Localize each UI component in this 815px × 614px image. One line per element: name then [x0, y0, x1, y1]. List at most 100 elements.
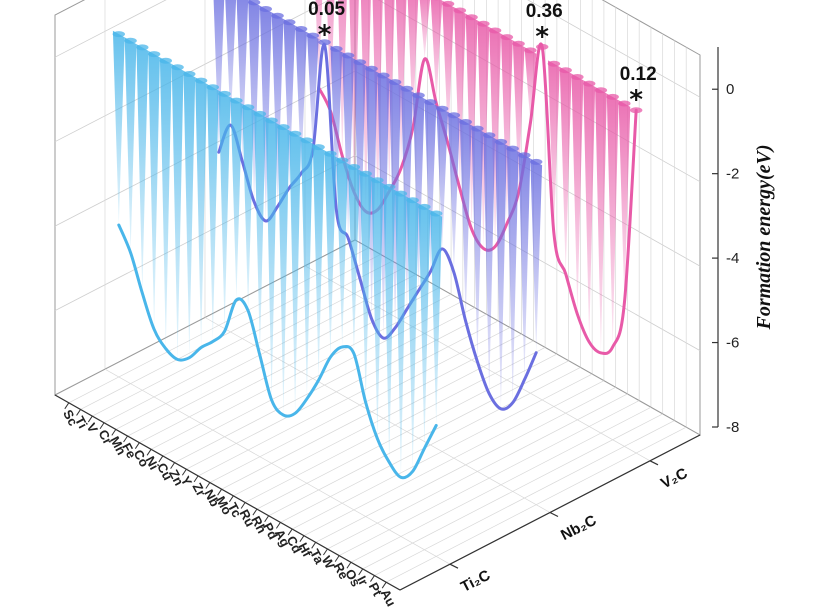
y-tick-mark: [649, 460, 659, 466]
z-tick-label: 0: [726, 81, 734, 98]
drape-spike: [283, 19, 296, 188]
drape-spike: [171, 64, 184, 360]
spike-cap: [365, 65, 378, 72]
drape-spike: [159, 57, 172, 349]
drape-spike: [548, 60, 560, 234]
x-tick-label: Cr: [95, 427, 115, 447]
spike-cap: [618, 100, 631, 107]
wall-gridline: [54, 0, 701, 98]
drape-spike: [430, 210, 443, 426]
x-tick-mark: [264, 515, 270, 523]
drape-spike: [213, 0, 225, 153]
spike-cap: [271, 12, 284, 19]
spike-cap: [471, 125, 484, 132]
spike-cap: [418, 203, 431, 210]
drape-spike: [506, 145, 519, 403]
drape-spike: [383, 183, 396, 463]
drape-spike: [330, 45, 343, 211]
x-tick-mark: [99, 422, 105, 430]
spike-cap: [530, 158, 543, 165]
x-tick-mark: [123, 435, 128, 443]
spike-cap: [247, 0, 261, 6]
spike-cap: [571, 74, 584, 80]
annotation-layer: *0.05*0.36*0.12: [308, 0, 657, 115]
drape-spike: [242, 103, 254, 311]
y-tick-label: Nb₂C: [558, 512, 599, 544]
drape-spike: [618, 100, 631, 303]
drape-spike: [530, 158, 543, 353]
drape-spike: [524, 47, 537, 123]
x-tick-label: Fe: [119, 440, 139, 460]
spike-cap: [112, 31, 126, 38]
z-tick-label: -6: [726, 335, 739, 352]
x-tick-mark: [381, 581, 387, 589]
spike-cap: [124, 37, 137, 44]
x-tick-mark: [252, 508, 258, 516]
spike-cap: [230, 97, 243, 104]
spike-cap: [294, 26, 308, 32]
drape-spike: [483, 132, 496, 394]
spike-cap: [506, 145, 519, 152]
spike-cap: [518, 152, 531, 159]
spike-cap: [524, 47, 537, 54]
drape-spike: [236, 0, 249, 162]
spike-cap: [136, 44, 149, 51]
x-tick-label: Zr: [189, 480, 208, 499]
drape-spike: [295, 25, 307, 174]
z-axis-label: Formation energy(eV): [753, 145, 775, 331]
spike-cap: [318, 39, 331, 46]
x-tick-mark: [111, 429, 117, 436]
drape-spike: [377, 72, 390, 339]
drape-spike: [207, 84, 219, 342]
drape-spike: [424, 98, 437, 272]
spike-cap: [424, 99, 437, 106]
drape-spike: [442, 0, 454, 145]
series-ti2c: [112, 30, 443, 480]
spike-cap: [483, 132, 496, 139]
drape-spike: [271, 12, 284, 207]
z-tick-label: -2: [726, 166, 739, 183]
spike-cap: [277, 124, 290, 131]
spike-cap: [159, 57, 172, 64]
spike-cap: [171, 64, 184, 71]
annotation-label: 0.36: [526, 1, 563, 22]
drape-spike: [254, 110, 266, 356]
x-tick-mark: [275, 522, 281, 529]
x-tick-mark: [287, 528, 293, 536]
spike-cap: [441, 0, 455, 7]
spike-cap: [606, 93, 619, 100]
spike-cap: [265, 117, 278, 124]
spike-cap: [400, 85, 414, 92]
spike-cap: [324, 150, 337, 157]
spike-cap: [436, 105, 449, 112]
drape-spike: [595, 86, 607, 353]
drape-spike: [489, 27, 501, 247]
x-tick-mark: [193, 475, 199, 483]
x-tick-mark: [134, 442, 140, 449]
drape-spike: [583, 80, 596, 343]
spike-cap: [259, 6, 272, 12]
z-tick-label: -8: [726, 419, 739, 436]
spike-cap: [488, 27, 502, 34]
drape-spike: [315, 0, 323, 88]
y-tick-label: V₂C: [658, 465, 690, 493]
x-tick-mark: [346, 561, 352, 569]
spike-cap: [300, 137, 314, 144]
spike-cap: [500, 34, 514, 41]
spike-cap: [147, 51, 161, 58]
drape-spike: [359, 170, 372, 403]
drape-spike: [454, 7, 466, 189]
floor-gridline: [104, 368, 451, 565]
drape-spike: [606, 93, 619, 347]
x-tick-label: Ni: [142, 454, 161, 473]
annotation-marker: *: [318, 20, 332, 50]
drape-spike: [501, 33, 513, 224]
drape-spike: [448, 112, 460, 273]
spike-cap: [371, 177, 384, 184]
drape-spike: [430, 0, 443, 104]
spike-cap: [341, 52, 355, 59]
drape-spike: [418, 203, 431, 449]
x-tick-label: Ru: [236, 507, 257, 529]
x-tick-mark: [205, 482, 211, 489]
